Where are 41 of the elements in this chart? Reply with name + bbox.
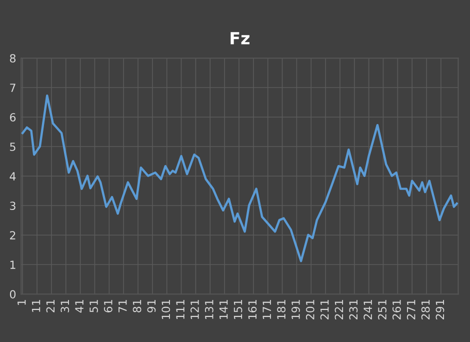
x-tick-label: 41 (75, 300, 84, 313)
x-tick-label: 231 (349, 300, 358, 320)
x-tick-label: 141 (220, 300, 228, 319)
x-tick-label: 221 (334, 300, 344, 320)
x-tick-label: 291 (436, 300, 444, 320)
x-tick-label: 1 (18, 300, 26, 305)
y-tick-label: 1 (10, 260, 16, 269)
x-tick-label: 151 (234, 300, 242, 319)
x-tick-label: 131 (204, 300, 214, 319)
x-tick-label: 191 (292, 300, 300, 319)
x-tick-label: 171 (262, 300, 271, 319)
x-tick-label: 61 (104, 300, 112, 312)
x-tick-label: 91 (147, 300, 156, 312)
x-tick-label: 201 (306, 300, 314, 320)
x-tick-label: 11 (32, 300, 40, 312)
x-tick-label: 21 (46, 300, 55, 312)
line-series (21, 94, 458, 262)
y-tick-label: 7 (10, 84, 16, 92)
x-tick-label: 241 (364, 300, 372, 320)
x-tick-label: 261 (392, 300, 401, 320)
chart-title: Fz (230, 32, 250, 44)
x-tick-label: 51 (90, 300, 98, 312)
x-tick-label: 31 (60, 300, 70, 312)
x-tick-label: 111 (176, 300, 184, 319)
x-tick-label: 271 (406, 300, 416, 320)
x-tick-label: 281 (421, 300, 430, 320)
x-tick-label: 121 (190, 300, 199, 319)
x-tick-label: 71 (118, 300, 127, 312)
y-tick-label: 4 (10, 172, 16, 180)
y-tick-label: 0 (10, 290, 16, 298)
x-tick-label: 161 (248, 300, 257, 319)
y-tick-label: 8 (10, 54, 16, 63)
x-tick-label: 181 (277, 300, 286, 319)
y-tick-label: 6 (10, 113, 16, 122)
x-tick-label: 211 (320, 300, 329, 320)
x-tick-label: 81 (132, 300, 142, 312)
y-tick-label: 3 (10, 202, 16, 210)
y-tick-label: 2 (10, 231, 16, 240)
x-tick-label: 251 (378, 300, 386, 320)
y-tick-label: 5 (10, 142, 16, 152)
x-tick-label: 101 (162, 300, 170, 319)
